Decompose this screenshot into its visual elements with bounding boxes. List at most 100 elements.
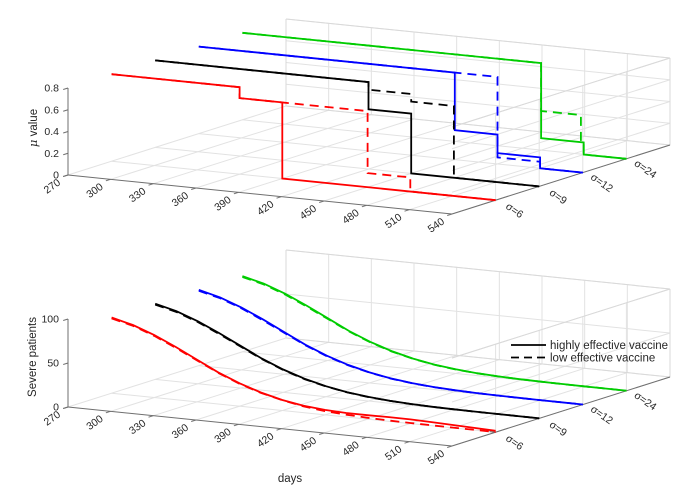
- x-axis-ruler: [67, 406, 453, 447]
- box-edge: [451, 288, 671, 359]
- sigma-axis-ruler: [451, 144, 671, 215]
- floor-grid-line: [281, 127, 500, 198]
- x-tick-mark: [148, 183, 154, 186]
- value-tick-mark: [63, 152, 69, 156]
- sigma-tick-label: σ=6: [503, 201, 525, 222]
- value-tick-label: 0.2: [44, 148, 59, 160]
- sigma-tick-label: σ=24: [632, 389, 659, 413]
- curve-sigma-24-dashed: [242, 276, 627, 392]
- value-tick-label: 0.6: [44, 104, 59, 116]
- floor-grid-line: [67, 105, 287, 176]
- value-tick-label: 0.4: [44, 126, 59, 138]
- floor-grid-line: [110, 109, 329, 180]
- curve-sigma-6-solid: [111, 316, 496, 432]
- x-tick-mark: [404, 441, 410, 444]
- x-tick-label: 450: [298, 435, 319, 455]
- sigma-tick-label: σ=6: [503, 433, 525, 454]
- box-edge: [285, 105, 671, 146]
- curve-sigma-24-solid: [242, 31, 627, 160]
- x-tick-mark: [404, 209, 410, 212]
- backwall-grid-line: [285, 83, 671, 124]
- curve-sigma-12-dashed: [198, 289, 583, 406]
- box-edge: [285, 337, 671, 378]
- x-tick-mark: [233, 423, 239, 427]
- value-tick-label: 0: [53, 170, 59, 182]
- floor-grid-line: [67, 337, 287, 408]
- sigma-tick-label: σ=12: [588, 403, 615, 427]
- x-tick-label: 330: [127, 185, 148, 205]
- x-tick-label: 330: [127, 417, 148, 437]
- floor-grid-line: [195, 350, 415, 421]
- x-tick-label: 390: [212, 426, 233, 446]
- value-tick-label: 100: [41, 314, 59, 326]
- curve-sigma-9-dashed: [155, 59, 540, 188]
- mu-plot: 270 300 330 360 390 420 450 480 510 540σ=6σ=9σ=12…: [42, 18, 671, 236]
- x-tick-label: 480: [340, 207, 361, 227]
- x-tick-label: 300: [84, 181, 105, 201]
- x-tick-label: 510: [383, 211, 404, 231]
- curve-sigma-12-dashed: [198, 45, 583, 174]
- x-tick-label: 420: [255, 198, 276, 218]
- value-tick-mark: [63, 109, 69, 112]
- floor-grid-line: [242, 119, 627, 160]
- box-edge: [285, 18, 671, 59]
- days-axis-label: days: [277, 473, 303, 485]
- curve-sigma-9-dashed: [154, 303, 540, 420]
- floor-grid-line: [238, 354, 457, 425]
- floor-grid-line: [153, 114, 372, 185]
- x-axis-ruler: [67, 174, 453, 215]
- x-tick-mark: [447, 213, 453, 216]
- sigma-tick-label: σ=9: [547, 187, 569, 208]
- sigma-tick-label: σ=12: [588, 171, 615, 195]
- x-tick-label: 540: [426, 216, 447, 236]
- backwall-grid-line: [285, 62, 671, 102]
- floor-grid-line: [238, 122, 457, 193]
- x-tick-mark: [191, 419, 197, 422]
- x-tick-label: 420: [255, 430, 276, 450]
- rightwall-grid-line: [451, 101, 671, 171]
- x-tick-label: 360: [170, 190, 191, 210]
- sigma-axis-ruler: [451, 376, 671, 447]
- x-tick-label: 510: [383, 443, 404, 463]
- value-tick-mark: [63, 87, 69, 90]
- rightwall-grid-line: [451, 332, 671, 403]
- x-tick-mark: [319, 432, 325, 435]
- floor-grid-line: [323, 363, 543, 434]
- sigma-tick-label: σ=24: [632, 157, 659, 181]
- backwall-grid-line: [285, 40, 671, 81]
- x-tick-mark: [447, 445, 453, 448]
- x-tick-mark: [361, 436, 367, 440]
- x-tick-label: 300: [84, 413, 105, 433]
- curve-sigma-6-solid: [111, 73, 496, 202]
- value-tick-label: 0.8: [44, 83, 59, 95]
- value-tick-mark: [63, 362, 69, 365]
- sigma-tick-mark: [489, 431, 496, 433]
- x-tick-label: 450: [298, 203, 319, 223]
- x-tick-mark: [105, 410, 111, 414]
- x-tick-label: 360: [170, 422, 191, 442]
- floor-grid-line: [198, 133, 583, 174]
- curve-sigma-9-solid: [155, 59, 540, 188]
- x-tick-mark: [233, 191, 239, 195]
- floor-grid-line: [111, 392, 496, 433]
- box-edge: [451, 57, 671, 128]
- severe-patients-axis-label: Severe patients: [27, 317, 39, 397]
- mu-axis-label: μ value: [26, 109, 40, 147]
- legend-label-solid: highly effective vaccine: [550, 340, 668, 352]
- value-tick-mark: [63, 406, 69, 409]
- floor-grid-line: [366, 367, 585, 438]
- floor-grid-line: [366, 135, 585, 206]
- legend-label-dashed: low effective vaccine: [550, 353, 655, 365]
- x-tick-mark: [191, 187, 197, 190]
- rightwall-grid-line: [451, 79, 671, 150]
- x-tick-mark: [148, 415, 154, 418]
- floor-grid-line: [195, 118, 415, 189]
- value-tick-mark: [63, 131, 69, 134]
- x-tick-mark: [105, 178, 111, 182]
- mu-symbol: μ: [26, 139, 40, 148]
- x-tick-label: 390: [212, 194, 233, 214]
- floor-grid-line: [409, 140, 628, 211]
